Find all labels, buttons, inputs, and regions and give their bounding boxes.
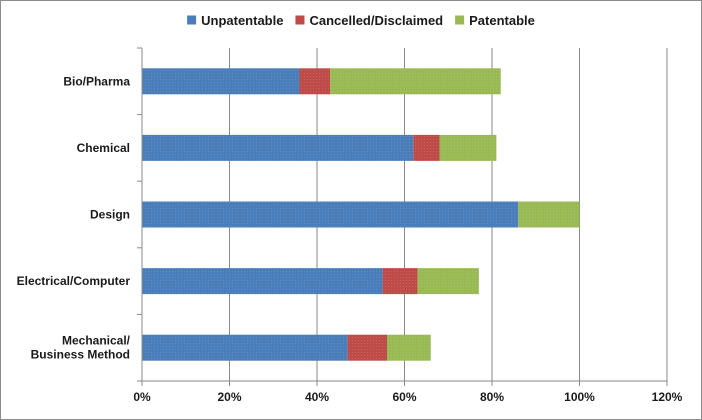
axes [137,47,668,386]
category-label: Design [90,208,130,222]
bar-texture [382,268,418,295]
x-tick-label: 100% [564,390,595,404]
category-label: Mechanical/Business Method [31,334,131,362]
bar-texture [387,334,431,361]
bar-texture [439,134,497,161]
bar-texture [142,201,519,228]
bar-texture [518,201,580,228]
bar-texture [142,68,300,95]
legend-label: Patentable [469,13,535,28]
bar-texture [413,134,440,161]
category-label: Chemical [77,141,130,155]
x-tick-label: 60% [392,390,416,404]
labels: 0% 20% 40% 60% 80% 100% 120% Bio/Pharma Chemical… [17,74,683,404]
legend-label: Unpatentable [201,13,283,28]
x-tick-label: 20% [217,390,241,404]
bars [142,68,580,361]
x-tick-label: 80% [480,390,504,404]
x-tick-label: 40% [305,390,329,404]
x-tick-label: 120% [652,390,683,404]
bar-texture [142,134,414,161]
bar-texture [330,68,501,95]
legend-swatch [187,15,197,25]
chart-legend: Unpatentable Cancelled/Disclaimed Patentab… [187,13,535,28]
bar-texture [299,68,331,95]
bar-texture [142,268,383,295]
legend-swatch [455,15,465,25]
category-label: Bio/Pharma [63,74,130,88]
category-label: Electrical/Computer [17,274,131,288]
legend-swatch [295,15,305,25]
legend-label: Cancelled/Disclaimed [309,13,443,28]
bar-texture [142,334,348,361]
x-tick-label: 0% [133,390,151,404]
bar-texture [347,334,387,361]
bar-texture [417,268,479,295]
